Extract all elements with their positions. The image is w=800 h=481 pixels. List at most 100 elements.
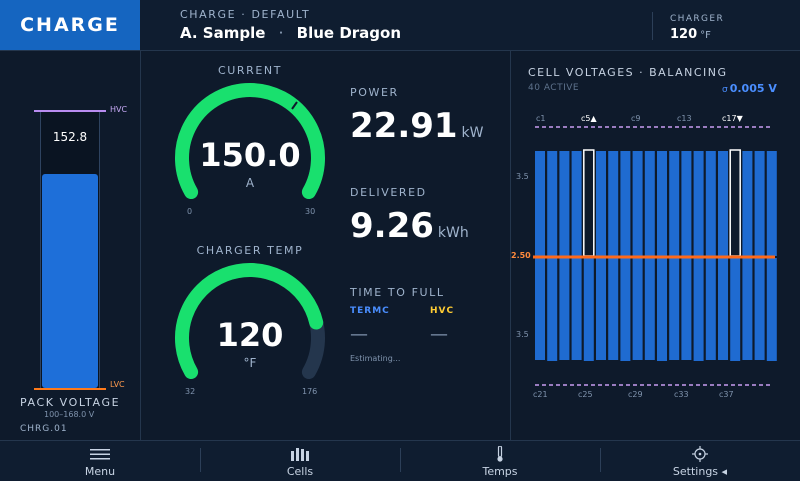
hvc-limit-line bbox=[34, 110, 106, 112]
cell-bottom-label: c29 bbox=[628, 390, 643, 399]
target-icon bbox=[692, 446, 708, 462]
bars-icon bbox=[291, 448, 309, 461]
charge-mode-button[interactable]: CHARGE bbox=[0, 0, 140, 50]
cell-bottom-label: c37 bbox=[719, 390, 734, 399]
cell-bottom-label: c33 bbox=[674, 390, 689, 399]
cell-bar-lower bbox=[718, 258, 728, 360]
power-readout: 22.91 kW bbox=[350, 106, 484, 146]
cell-bar-lower bbox=[705, 258, 716, 360]
nav-divider bbox=[200, 448, 201, 472]
nav-temps-button[interactable]: Temps bbox=[400, 440, 600, 480]
nav-menu-button[interactable]: Menu bbox=[0, 440, 200, 480]
cell-bottom-label: c21 bbox=[533, 390, 548, 399]
cell-top-label: c9 bbox=[631, 114, 641, 123]
cell-bar-lower bbox=[596, 258, 606, 360]
nav-cells-button[interactable]: Cells bbox=[200, 440, 400, 480]
charger-temp-gauge-arc bbox=[175, 263, 324, 379]
current-gauge-arc bbox=[175, 83, 325, 199]
cell-bar-lower bbox=[742, 258, 753, 360]
power-value: 22.91 bbox=[350, 106, 458, 146]
cell-top-label: c1 bbox=[536, 114, 546, 123]
pack-voltage-range: 100–168.0 V bbox=[44, 410, 95, 419]
current-gauge-notch bbox=[291, 101, 298, 110]
nav-divider bbox=[400, 448, 401, 472]
cell-sigma: σ 0.005 V bbox=[722, 82, 777, 95]
charger-temp-gauge bbox=[175, 263, 325, 379]
cell-bar-lower bbox=[693, 258, 704, 361]
pack-voltage-fill bbox=[42, 174, 98, 388]
lvc-label: LVC bbox=[110, 380, 125, 389]
charger-temp-max-tick: 176 bbox=[302, 387, 318, 396]
cell-bar-lower bbox=[559, 258, 570, 360]
cell-voltages-title: CELL VOLTAGES · BALANCING bbox=[528, 66, 728, 79]
charger-temp-unit: °F bbox=[243, 356, 257, 370]
cell-bar-balancing bbox=[583, 149, 595, 257]
cell-balance-chart bbox=[533, 126, 777, 386]
current-value: 150.0 bbox=[199, 136, 301, 174]
cell-bar bbox=[742, 151, 753, 256]
cell-y-label-upper: 3.5 bbox=[516, 172, 529, 181]
cell-bar-lower bbox=[657, 258, 667, 361]
current-gauge bbox=[175, 83, 325, 199]
hvc-ttf-value: — bbox=[430, 324, 448, 345]
cell-bar-lower bbox=[754, 258, 765, 360]
cell-bar-lower bbox=[547, 258, 558, 361]
cell-bar bbox=[644, 151, 655, 256]
cell-bar bbox=[766, 151, 777, 256]
cell-bar bbox=[632, 151, 643, 256]
power-unit: kW bbox=[461, 125, 484, 141]
termc-label: TERMC bbox=[350, 306, 390, 316]
owner-name: A. Sample bbox=[180, 24, 266, 42]
nav-temps-label: Temps bbox=[482, 465, 518, 478]
cell-bar-lower bbox=[730, 258, 741, 361]
current-label: CURRENT bbox=[217, 64, 283, 77]
header-vehicle-title: A. Sample · Blue Dragon bbox=[180, 24, 401, 42]
charger-temp-min-tick: 32 bbox=[185, 387, 196, 396]
cell-y-label-mid: 2.50 bbox=[511, 251, 531, 260]
nav-settings-button[interactable]: Settings ◂ bbox=[600, 440, 800, 480]
vehicle-name: Blue Dragon bbox=[296, 24, 402, 42]
title-separator: · bbox=[278, 24, 284, 42]
cell-bar-lower bbox=[608, 258, 619, 360]
cell-bar bbox=[718, 151, 728, 256]
cell-bar-balancing bbox=[729, 149, 741, 257]
delivered-readout: 9.26 kWh bbox=[350, 206, 469, 246]
current-unit: A bbox=[245, 176, 255, 190]
cell-bar-lower bbox=[644, 258, 655, 360]
thermometer-icon bbox=[497, 446, 503, 462]
menu-icon bbox=[90, 449, 110, 460]
pack-voltage-value: 152.8 bbox=[52, 130, 88, 144]
charger-temp-header-label: CHARGER bbox=[670, 14, 725, 24]
column-divider bbox=[140, 51, 141, 440]
charger-temp-header-number: 120 bbox=[670, 27, 698, 42]
cell-bar bbox=[620, 151, 631, 256]
cell-bar bbox=[596, 151, 606, 256]
cell-bar bbox=[608, 151, 619, 256]
nav-menu-label: Menu bbox=[84, 465, 116, 478]
power-label: POWER bbox=[350, 86, 399, 99]
cell-bar bbox=[681, 151, 692, 256]
cell-top-label: c17▼ bbox=[722, 114, 743, 123]
column-divider bbox=[510, 51, 511, 440]
cell-top-label: c5▲ bbox=[581, 114, 597, 123]
cell-bar bbox=[657, 151, 667, 256]
charger-temp-header-value: 120 °F bbox=[670, 27, 711, 42]
cell-bar-lower bbox=[632, 258, 643, 360]
nav-cells-label: Cells bbox=[286, 465, 314, 478]
cell-bar bbox=[547, 151, 558, 256]
cell-bottom-label: c25 bbox=[578, 390, 593, 399]
charger-temp-value: 120 bbox=[216, 316, 284, 354]
cell-bar bbox=[559, 151, 570, 256]
hvc-ttf-label: HVC bbox=[430, 306, 455, 316]
sigma-symbol: σ bbox=[722, 85, 728, 95]
cell-bar-lower bbox=[681, 258, 692, 360]
cell-bar-lower bbox=[766, 258, 777, 361]
cell-bar bbox=[535, 151, 545, 256]
cell-bar bbox=[693, 151, 704, 256]
delivered-label: DELIVERED bbox=[350, 186, 427, 199]
header-subtitle: CHARGE · DEFAULT bbox=[180, 8, 311, 21]
current-min-tick: 0 bbox=[187, 207, 193, 216]
ttf-status: Estimating... bbox=[350, 354, 401, 363]
lvc-limit-line bbox=[34, 388, 106, 390]
charger-id: CHRG.01 bbox=[20, 424, 68, 434]
